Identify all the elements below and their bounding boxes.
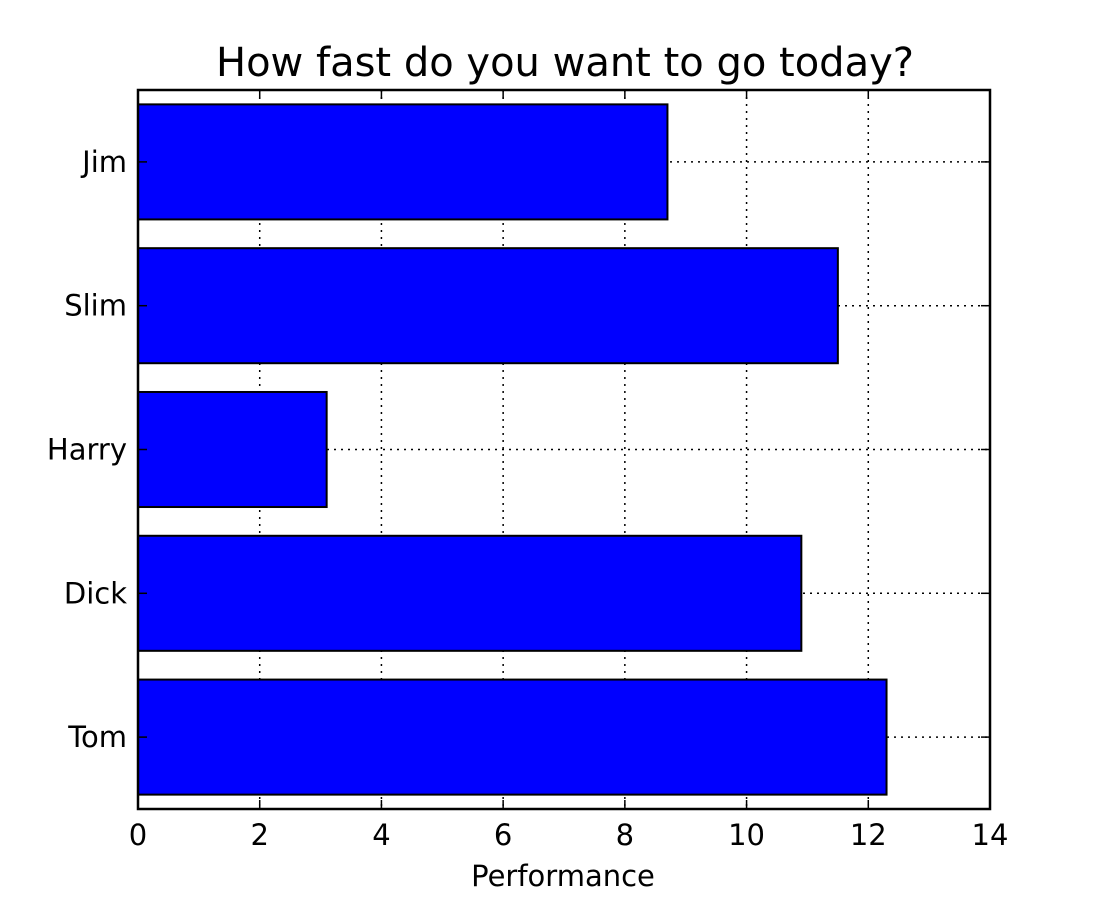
x-tick-labels: 0 2 4 6 8 10 12 14: [129, 818, 1009, 852]
y-tick-label-dick: Dick: [64, 576, 127, 610]
y-tick-label-tom: Tom: [67, 720, 127, 754]
x-tick-label: 4: [372, 818, 390, 852]
y-tick-label-harry: Harry: [47, 433, 127, 467]
chart-title: How fast do you want to go today?: [216, 40, 914, 86]
y-tick-labels: Tom Dick Harry Slim Jim: [47, 145, 127, 754]
bars: [137, 103, 888, 796]
bar-harry: [137, 390, 328, 509]
x-axis-label: Performance: [471, 859, 655, 893]
x-tick-label: 0: [129, 818, 147, 852]
y-tick-label-jim: Jim: [80, 145, 127, 179]
x-tick-label: 6: [494, 818, 512, 852]
ticks: [137, 90, 991, 809]
bar-tom: [137, 678, 888, 796]
y-tick-label-slim: Slim: [64, 289, 127, 323]
bar-dick: [137, 534, 803, 652]
bar-slim: [137, 247, 839, 365]
x-tick-label: 10: [728, 818, 765, 852]
x-tick-label: 14: [972, 818, 1009, 852]
x-tick-label: 8: [616, 818, 634, 852]
x-tick-label: 2: [250, 818, 268, 852]
bar-jim: [137, 103, 669, 221]
x-tick-label: 12: [850, 818, 887, 852]
